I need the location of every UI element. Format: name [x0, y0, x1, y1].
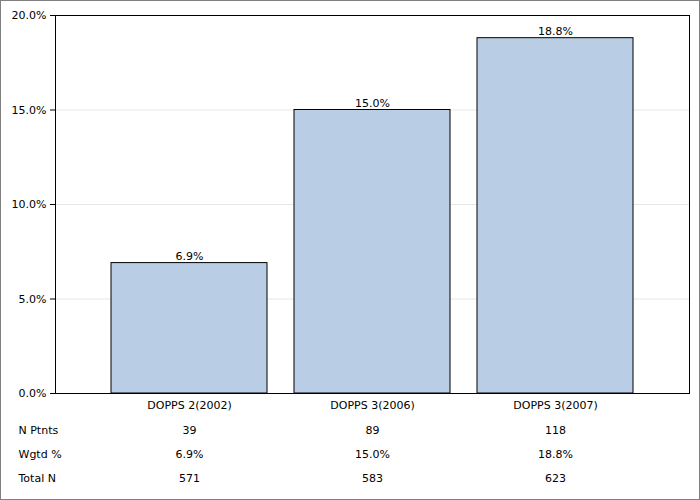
svg-text:15.0%: 15.0% [355, 97, 390, 110]
svg-text:Total N: Total N [18, 472, 56, 485]
svg-text:6.9%: 6.9% [176, 448, 204, 461]
svg-text:0.0%: 0.0% [19, 387, 47, 400]
svg-text:39: 39 [183, 424, 197, 437]
svg-text:N Ptnts: N Ptnts [19, 424, 59, 437]
svg-text:15.0%: 15.0% [355, 448, 390, 461]
svg-text:DOPPS 3(2007): DOPPS 3(2007) [513, 399, 597, 412]
svg-text:18.8%: 18.8% [538, 25, 573, 38]
svg-text:6.9%: 6.9% [176, 250, 204, 263]
svg-text:89: 89 [366, 424, 380, 437]
svg-text:571: 571 [179, 472, 200, 485]
svg-text:118: 118 [545, 424, 566, 437]
svg-text:DOPPS 2(2002): DOPPS 2(2002) [147, 399, 231, 412]
svg-text:623: 623 [545, 472, 566, 485]
svg-text:20.0%: 20.0% [12, 9, 47, 22]
svg-text:15.0%: 15.0% [12, 104, 47, 117]
svg-text:5.0%: 5.0% [19, 293, 47, 306]
svg-text:10.0%: 10.0% [12, 198, 47, 211]
svg-text:DOPPS 3(2006): DOPPS 3(2006) [330, 399, 414, 412]
svg-text:18.8%: 18.8% [538, 448, 573, 461]
svg-text:583: 583 [362, 472, 383, 485]
svg-text:Wgtd %: Wgtd % [19, 448, 62, 461]
